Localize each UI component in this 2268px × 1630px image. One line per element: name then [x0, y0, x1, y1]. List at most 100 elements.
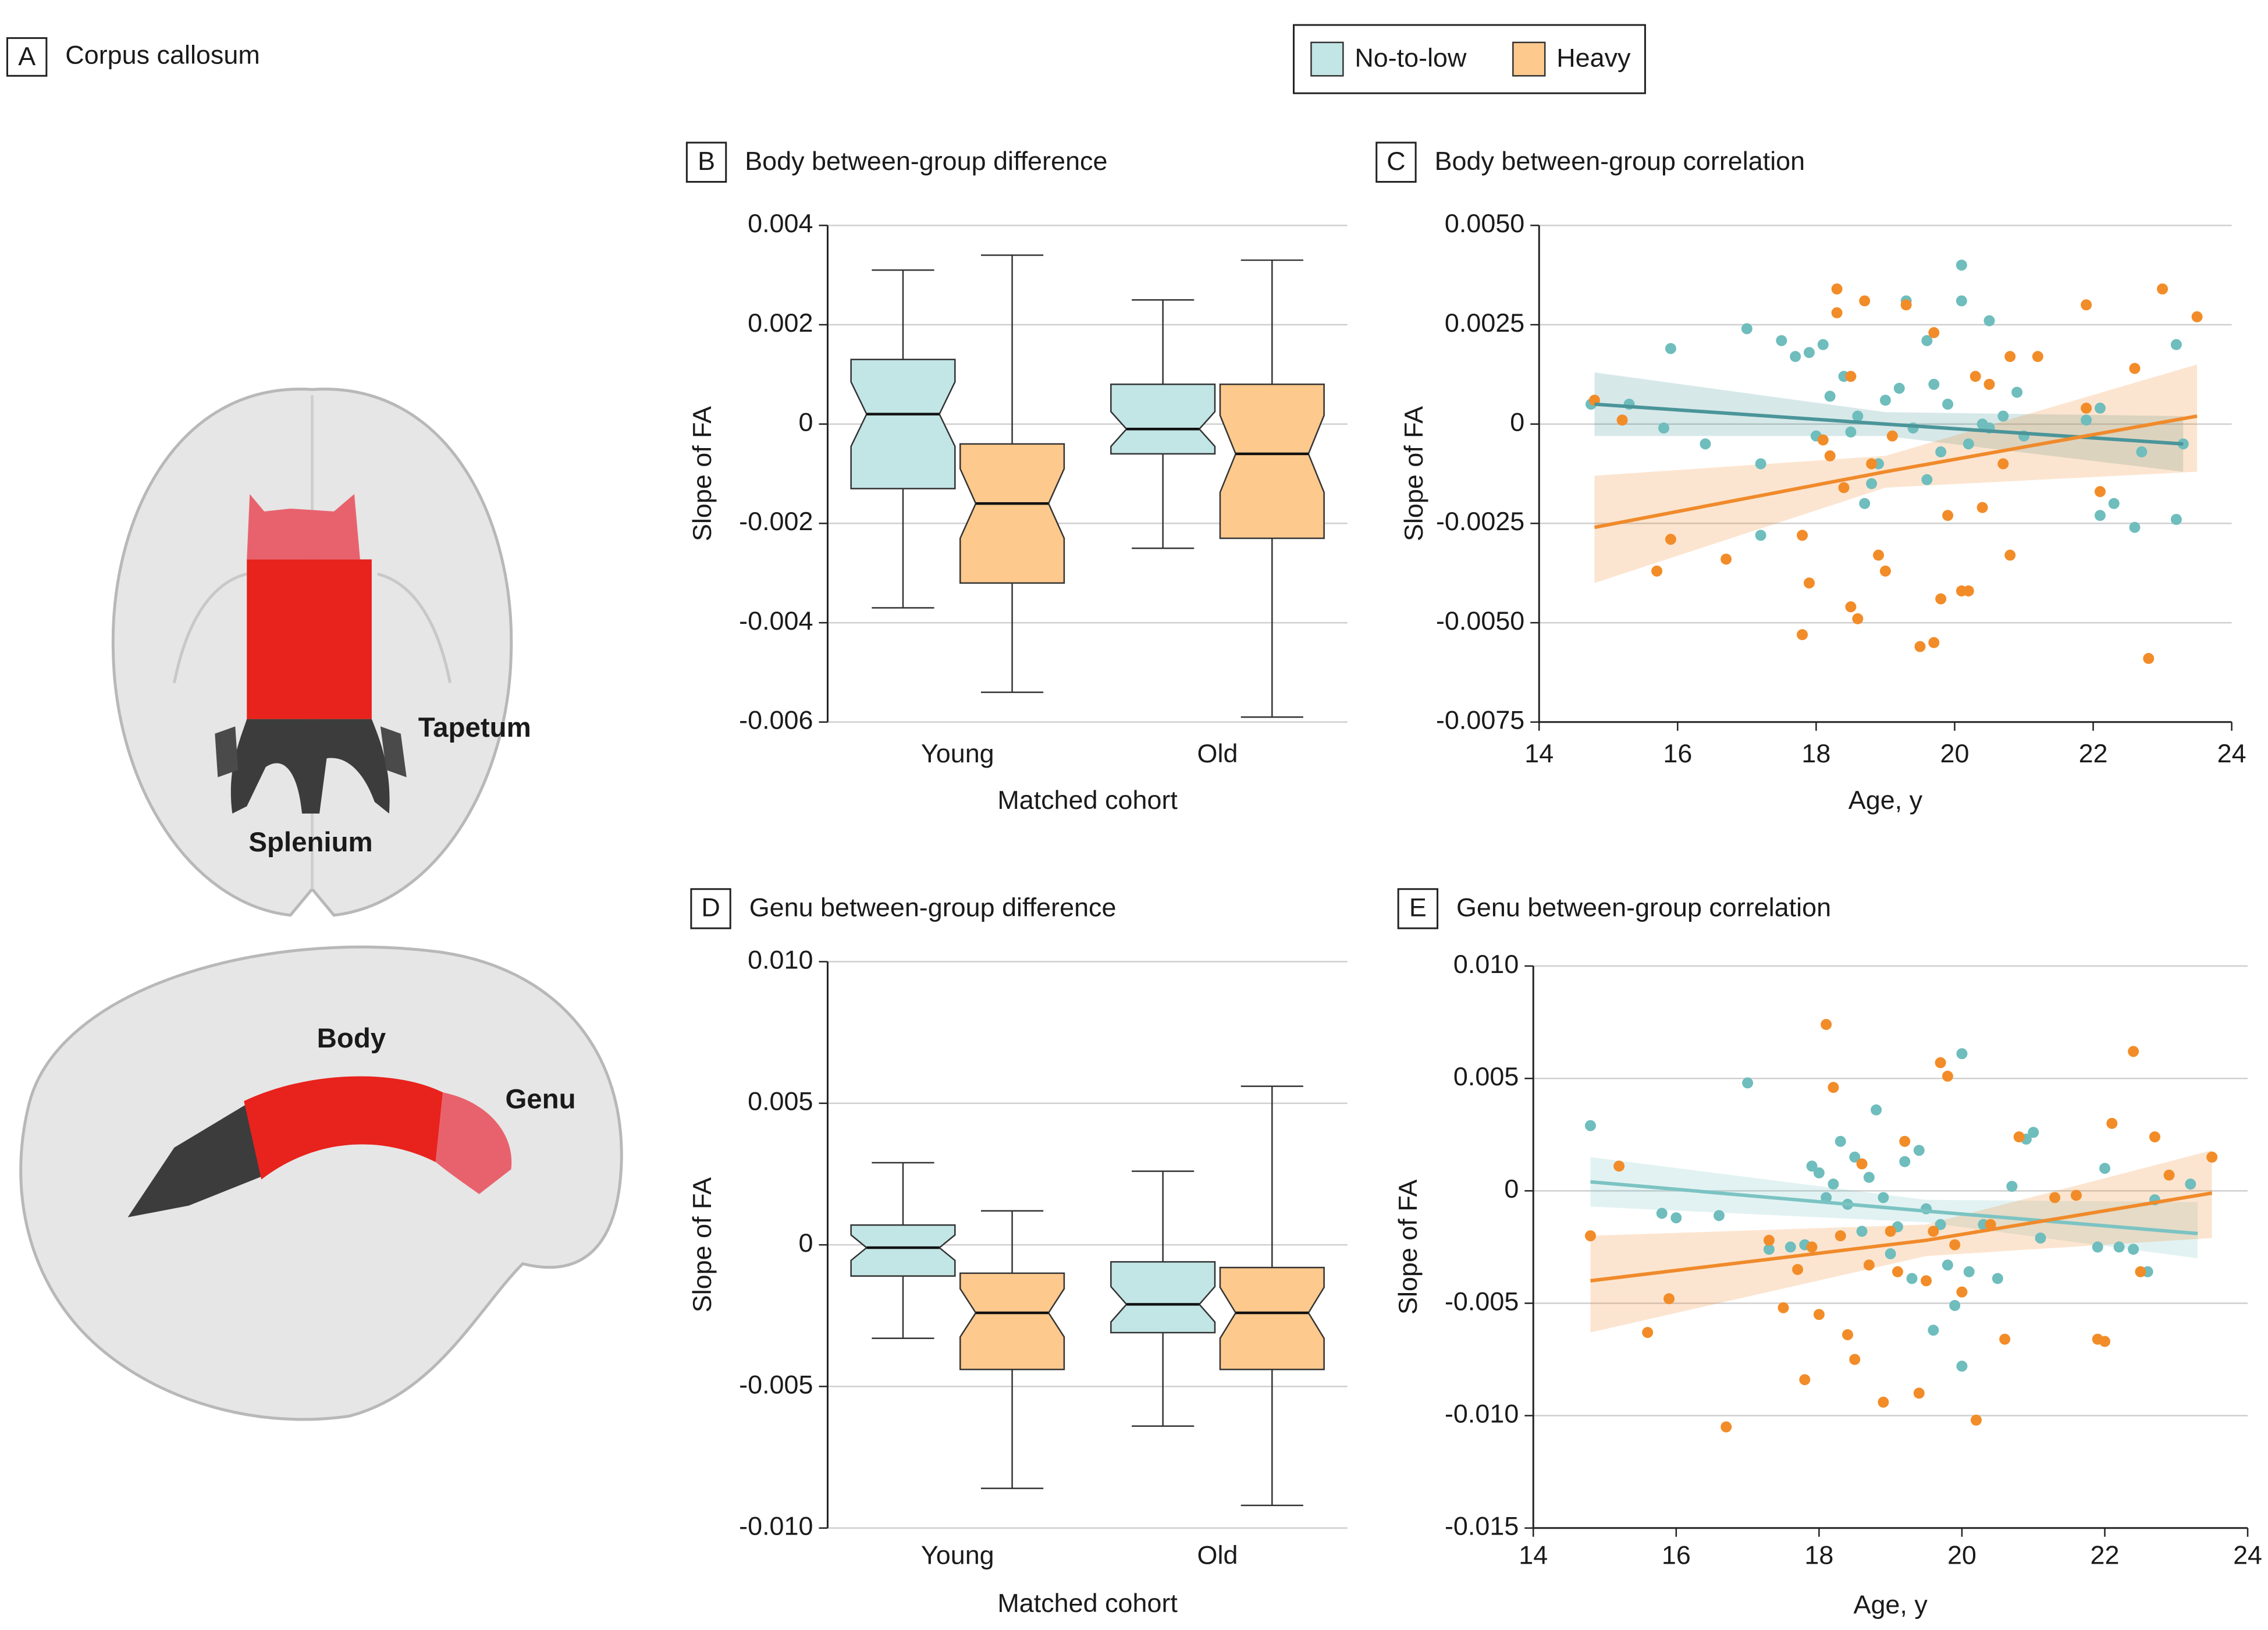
- data-point: [2070, 1189, 2082, 1201]
- data-point: [1817, 339, 1829, 350]
- data-point: [2094, 402, 2106, 414]
- data-point: [1665, 343, 1676, 354]
- data-point: [1720, 553, 1732, 565]
- data-point: [1878, 1192, 1889, 1203]
- data-point: [1935, 593, 1947, 605]
- data-point: [2129, 521, 2141, 533]
- panel-letter-box: [685, 141, 727, 183]
- chart-title: Genu between-group difference: [749, 893, 1117, 922]
- data-point: [1656, 1208, 1668, 1219]
- data-point: [1914, 641, 1926, 652]
- brain-top-view: [111, 388, 513, 917]
- data-point: [1935, 1219, 1946, 1230]
- data-point: [1899, 1135, 1911, 1147]
- data-point: [1873, 549, 1885, 561]
- data-point: [1985, 1219, 1996, 1230]
- data-point: [1658, 422, 1669, 434]
- y-axis-label: Slope of FA: [687, 1177, 717, 1312]
- data-point: [1859, 498, 1871, 509]
- data-point: [2099, 1336, 2110, 1347]
- data-point: [2206, 1151, 2218, 1163]
- data-point: [2013, 1131, 2025, 1143]
- data-point: [1893, 382, 1905, 394]
- y-tick-label: -0.0025: [1436, 506, 1524, 536]
- data-point: [1942, 1070, 1953, 1082]
- x-tick-label: 22: [2079, 738, 2108, 768]
- chart-title: Genu between-group correlation: [1456, 893, 1831, 922]
- box: [959, 443, 1065, 584]
- data-point: [1821, 1018, 1832, 1030]
- y-tick-label: 0.0050: [1445, 208, 1524, 238]
- data-point: [1755, 530, 1766, 541]
- y-tick-label: 0.002: [748, 308, 813, 338]
- data-point: [1942, 510, 1954, 521]
- box: [1110, 383, 1216, 455]
- data-point: [1804, 577, 1815, 589]
- data-point: [1670, 1212, 1682, 1224]
- data-point: [1956, 260, 1967, 271]
- x-tick-label: 24: [2217, 738, 2246, 768]
- data-point: [1835, 1230, 1846, 1242]
- data-point: [2135, 1266, 2146, 1277]
- fit-line: [1594, 414, 2198, 530]
- data-point: [1921, 335, 1933, 346]
- y-tick-label: 0: [1510, 407, 1524, 437]
- y-tick-label: -0.005: [739, 1369, 813, 1399]
- box: [850, 358, 956, 489]
- data-point: [1797, 629, 1808, 641]
- y-tick-label: 0.010: [1453, 949, 1519, 979]
- y-tick-label: 0.005: [1453, 1061, 1519, 1091]
- panel-letter-box: [1375, 141, 1417, 183]
- data-point: [1935, 446, 1947, 457]
- data-point: [1976, 502, 1988, 513]
- data-point: [1741, 323, 1752, 335]
- data-point: [1838, 482, 1850, 493]
- y-tick-label: 0: [1504, 1174, 1519, 1203]
- x-tick-label: 14: [1524, 738, 1554, 768]
- data-point: [1813, 1309, 1825, 1320]
- box: [959, 1272, 1065, 1370]
- data-point: [1963, 585, 1974, 596]
- data-point: [1776, 335, 1787, 346]
- data-point: [1970, 371, 1981, 382]
- panel-letter-box: [1397, 888, 1439, 929]
- data-point: [1942, 399, 1954, 410]
- data-point: [1849, 1354, 1861, 1365]
- data-point: [1665, 534, 1676, 545]
- data-point: [2128, 1046, 2139, 1057]
- data-point: [1813, 1167, 1825, 1178]
- data-point: [2081, 414, 2092, 426]
- data-point: [1900, 299, 1912, 311]
- panel-letter-box: [690, 888, 731, 929]
- data-point: [2143, 653, 2155, 665]
- panel-letter: A: [18, 41, 35, 71]
- brain-side-view: [19, 945, 623, 1421]
- data-point: [1842, 1329, 1853, 1341]
- data-point: [1928, 1226, 1939, 1237]
- data-point: [2099, 1163, 2110, 1174]
- x-tick-label: 22: [2091, 1540, 2120, 1570]
- y-tick-label: -0.002: [739, 506, 813, 536]
- data-point: [2170, 339, 2182, 350]
- chart-title: Body between-group correlation: [1435, 146, 1805, 176]
- data-point: [1585, 1230, 1596, 1242]
- data-point: [1879, 395, 1891, 406]
- legend-label: No-to-low: [1355, 43, 1467, 73]
- y-tick-label: 0: [799, 407, 813, 437]
- data-point: [1997, 458, 2009, 470]
- data-point: [1616, 414, 1628, 426]
- data-point: [1806, 1160, 1818, 1172]
- data-point: [1879, 565, 1891, 577]
- data-point: [1878, 1396, 1889, 1408]
- data-point: [1863, 1259, 1875, 1271]
- data-point: [1928, 327, 1940, 339]
- data-point: [1921, 1275, 1932, 1287]
- data-point: [1797, 530, 1808, 541]
- data-point: [1956, 1048, 1968, 1060]
- data-point: [2163, 1169, 2175, 1181]
- data-point: [1585, 1120, 1596, 1131]
- data-point: [2128, 1244, 2139, 1255]
- data-point: [1720, 1421, 1732, 1433]
- brain-label: Splenium: [248, 827, 372, 858]
